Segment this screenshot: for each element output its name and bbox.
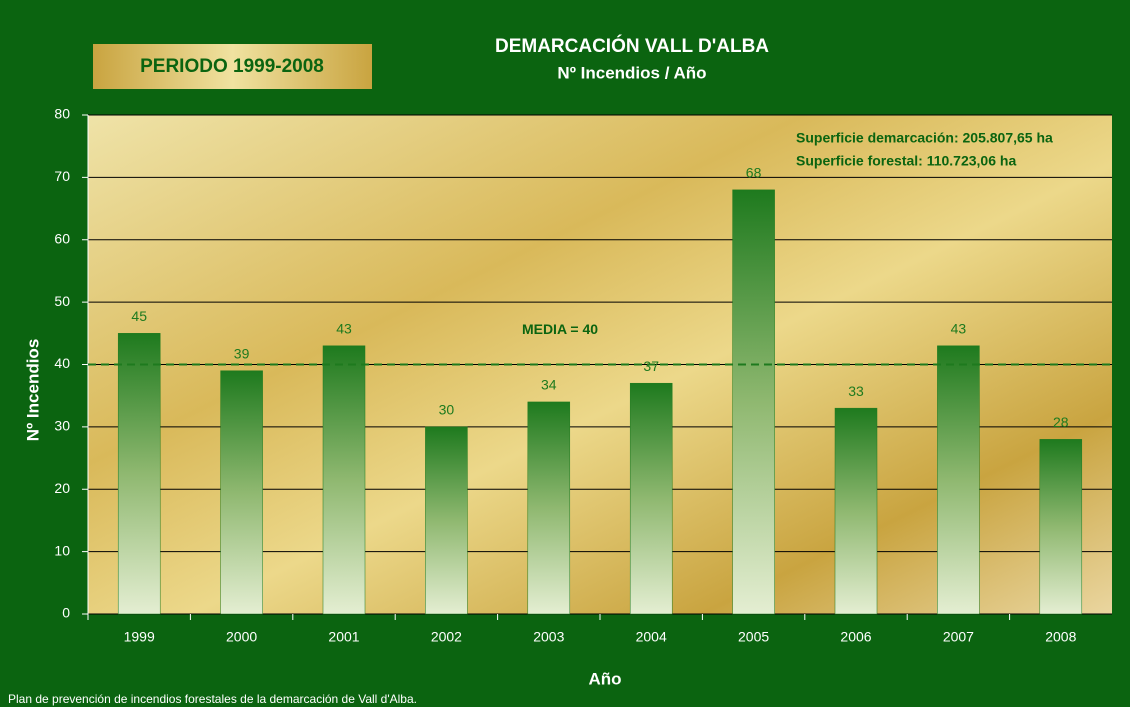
data-label: 34	[541, 377, 557, 393]
y-tick-label: 20	[54, 480, 70, 496]
data-label: 30	[439, 402, 455, 418]
bar	[527, 401, 571, 615]
footer: Plan de prevención de incendios forestal…	[8, 692, 417, 706]
bar	[220, 370, 263, 615]
y-tick-label: 40	[54, 355, 70, 371]
x-tick-label: 2007	[943, 629, 974, 645]
y-tick-label: 60	[54, 230, 70, 246]
data-label: 68	[746, 165, 762, 181]
x-tick-label: 2005	[738, 629, 769, 645]
annotation: Superficie forestal: 110.723,06 ha	[796, 153, 1016, 169]
chart-subtitle: Nº Incendios / Año	[557, 63, 706, 82]
badge-box	[93, 44, 372, 89]
bar	[937, 345, 980, 615]
bar	[117, 333, 161, 615]
y-tick-label: 70	[54, 168, 70, 184]
y-tick-label: 30	[54, 418, 70, 434]
data-label: 43	[951, 320, 967, 336]
x-tick-label: 2000	[226, 629, 257, 645]
badge: PERIODO 1999-2008	[140, 56, 324, 77]
x-tick-label: 2006	[840, 629, 871, 645]
x-tick-label: 1999	[124, 629, 155, 645]
chart-title: DEMARCACIÓN VALL D'ALBA	[495, 35, 769, 57]
data-label: 33	[848, 383, 864, 399]
y-tick-label: 10	[54, 542, 70, 558]
x-tick-label: 2002	[431, 629, 462, 645]
bar	[322, 345, 366, 615]
annotation: Superficie demarcación: 205.807,65 ha	[796, 130, 1053, 146]
data-label: 45	[131, 308, 147, 324]
y-axis-label: Nº Incendios	[23, 339, 42, 442]
x-tick-label: 2003	[533, 629, 564, 645]
bar	[629, 382, 673, 615]
bar	[1039, 439, 1083, 615]
y-tick-label: 80	[54, 106, 70, 122]
y-tick-label: 50	[54, 293, 70, 309]
x-tick-label: 2001	[328, 629, 359, 645]
y-tick-label: 0	[62, 605, 70, 621]
bar	[732, 189, 775, 615]
x-tick-label: 2008	[1045, 629, 1076, 645]
data-label: 37	[643, 358, 659, 374]
data-label: 43	[336, 320, 352, 336]
x-tick-label: 2004	[636, 629, 667, 645]
data-label: 39	[234, 345, 250, 361]
x-axis-label: Año	[588, 669, 621, 688]
data-label: 28	[1053, 414, 1069, 430]
mean-label: MEDIA = 40	[522, 321, 598, 337]
bar	[425, 426, 468, 615]
bar	[834, 407, 878, 615]
